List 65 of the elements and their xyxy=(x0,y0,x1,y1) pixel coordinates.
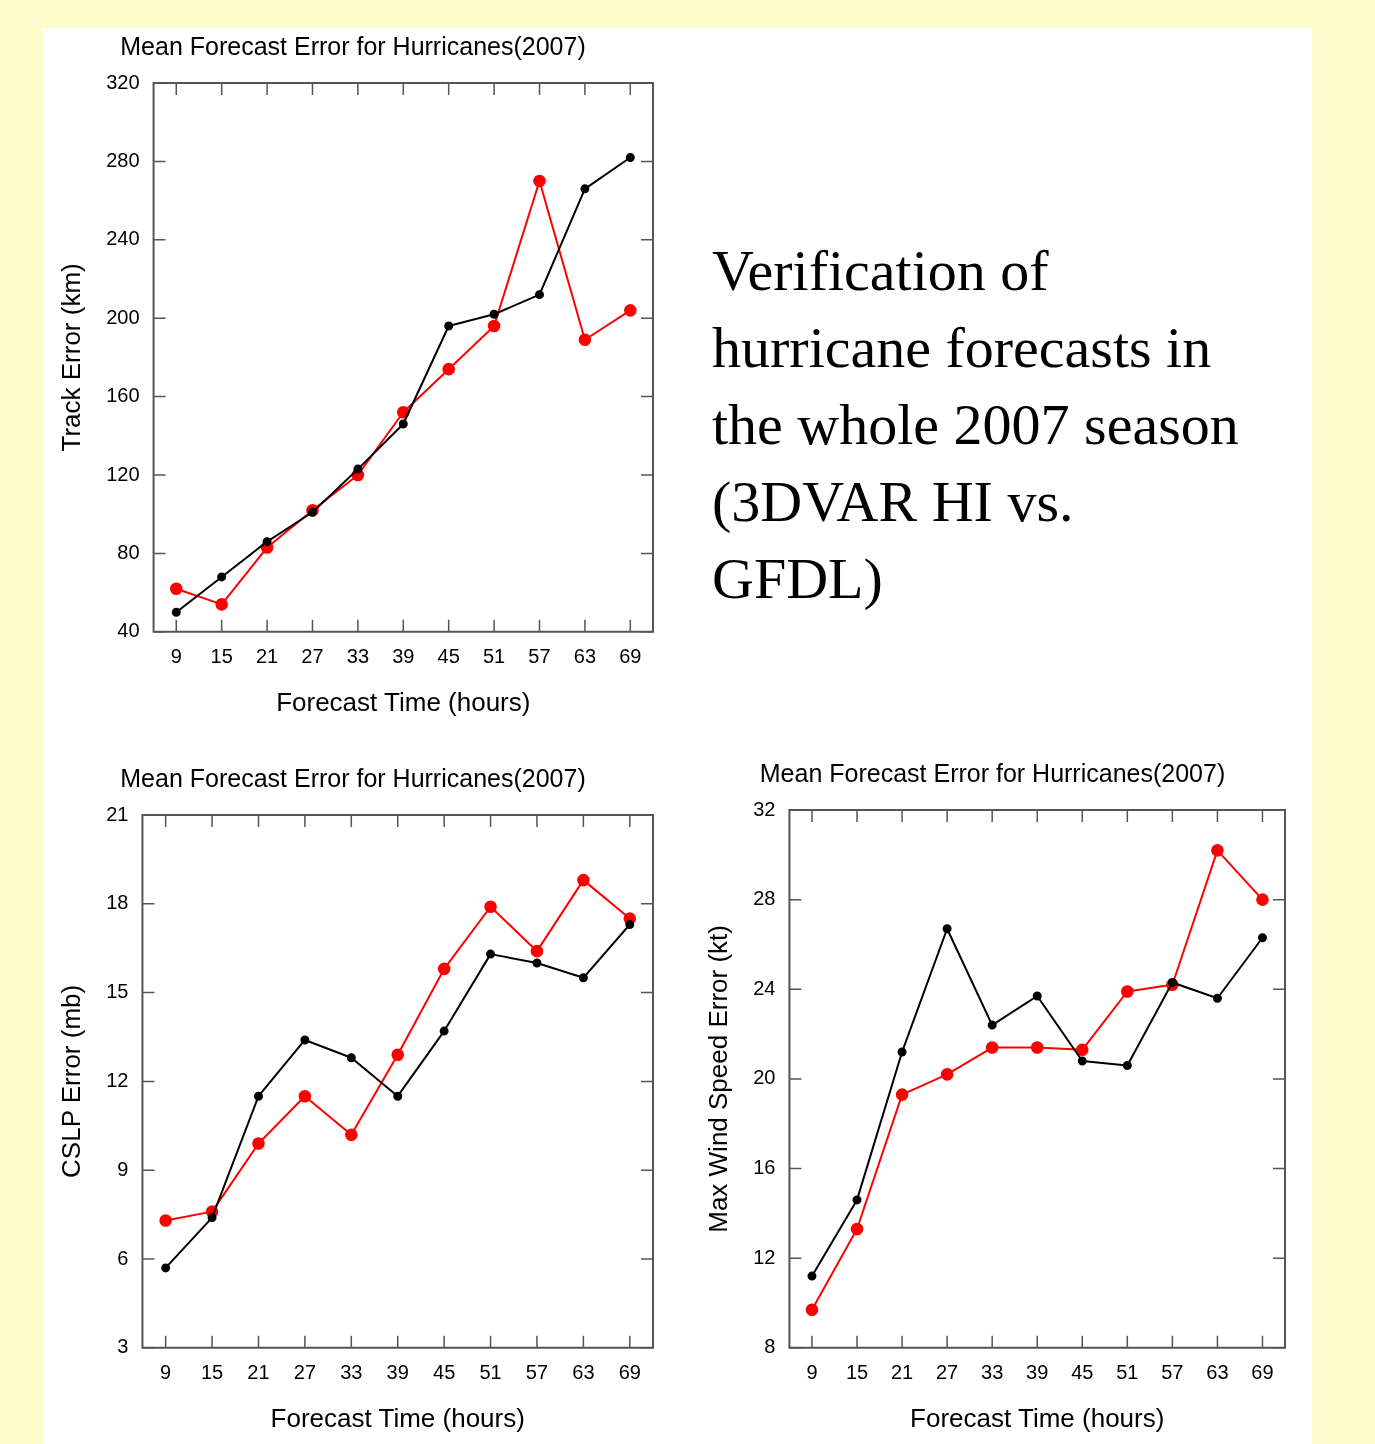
x-tick-label: 27 xyxy=(301,645,324,668)
text: Verification of hurricane forecasts in the whole 2007 season (3DVAR HI vs. GFDL) xyxy=(712,237,1240,613)
y-tick-label: 16 xyxy=(753,1156,776,1179)
x-tick-label: 51 xyxy=(482,645,506,668)
x-tick-label: 21 xyxy=(255,645,279,668)
x-tick-label: 27 xyxy=(936,1361,959,1384)
y-tick-label: 240 xyxy=(106,227,140,250)
y-axis-title: CSLP Error (mb) xyxy=(55,984,86,1178)
x-axis-title: Forecast Time (hours) xyxy=(270,1402,525,1433)
y-tick-label: 12 xyxy=(106,1068,129,1091)
x-tick-label: 63 xyxy=(573,645,597,668)
y-tick-label: 120 xyxy=(106,462,140,485)
y-tick-label: 18 xyxy=(106,891,129,914)
y-tick-label: 6 xyxy=(117,1246,129,1269)
x-axis-title: Forecast Time (hours) xyxy=(910,1402,1165,1433)
x-tick-label: 9 xyxy=(806,1361,818,1384)
y-tick-label: 160 xyxy=(106,384,140,407)
y-tick-label: 280 xyxy=(106,148,140,171)
y-tick-label: 320 xyxy=(106,70,140,93)
x-tick-label: 69 xyxy=(618,1361,641,1384)
x-axis-title: Forecast Time (hours) xyxy=(276,686,531,717)
x-tick-label: 51 xyxy=(479,1361,502,1384)
y-tick-label: 40 xyxy=(117,619,140,642)
chart-title: Mean Forecast Error for Hurricanes(2007) xyxy=(120,31,586,60)
x-tick-label: 33 xyxy=(981,1361,1004,1384)
chart-title: Mean Forecast Error for Hurricanes(2007) xyxy=(759,758,1226,787)
y-axis-title: Track Error (km) xyxy=(55,263,86,452)
x-tick-label: 63 xyxy=(572,1361,595,1384)
x-tick-label: 9 xyxy=(160,1361,172,1384)
x-tick-label: 33 xyxy=(346,645,370,668)
x-tick-label: 39 xyxy=(386,1361,409,1384)
y-tick-label: 28 xyxy=(753,887,776,910)
x-tick-label: 39 xyxy=(1026,1361,1049,1384)
x-tick-label: 33 xyxy=(340,1361,363,1384)
x-tick-label: 57 xyxy=(1161,1361,1184,1384)
x-tick-label: 51 xyxy=(1116,1361,1139,1384)
x-tick-label: 15 xyxy=(210,645,233,668)
y-tick-label: 32 xyxy=(753,797,776,820)
x-tick-label: 21 xyxy=(890,1361,914,1384)
y-tick-label: 80 xyxy=(117,540,140,563)
y-tick-label: 20 xyxy=(753,1066,776,1089)
y-tick-label: 9 xyxy=(117,1157,129,1180)
x-tick-label: 9 xyxy=(170,645,182,668)
chart-title: Mean Forecast Error for Hurricanes(2007) xyxy=(120,763,586,792)
x-tick-label: 45 xyxy=(1071,1361,1094,1384)
x-tick-label: 69 xyxy=(619,645,642,668)
x-tick-label: 21 xyxy=(247,1361,270,1384)
x-tick-label: 15 xyxy=(845,1361,869,1384)
x-tick-label: 57 xyxy=(525,1361,549,1384)
x-tick-label: 15 xyxy=(200,1361,224,1384)
y-tick-label: 8 xyxy=(764,1335,776,1358)
x-tick-label: 63 xyxy=(1206,1361,1229,1384)
y-tick-label: 24 xyxy=(753,976,776,999)
x-tick-label: 45 xyxy=(437,645,460,668)
x-tick-label: 27 xyxy=(293,1361,317,1384)
y-tick-label: 3 xyxy=(117,1335,129,1358)
y-tick-label: 12 xyxy=(753,1245,776,1268)
y-tick-label: 15 xyxy=(106,980,129,1003)
x-tick-label: 45 xyxy=(433,1361,456,1384)
y-axis-title: Max Wind Speed Error (kt) xyxy=(702,925,733,1233)
y-tick-label: 200 xyxy=(106,305,140,328)
x-tick-label: 39 xyxy=(392,645,415,668)
x-tick-label: 69 xyxy=(1251,1361,1274,1384)
x-tick-label: 57 xyxy=(528,645,551,668)
y-tick-label: 21 xyxy=(106,802,129,825)
